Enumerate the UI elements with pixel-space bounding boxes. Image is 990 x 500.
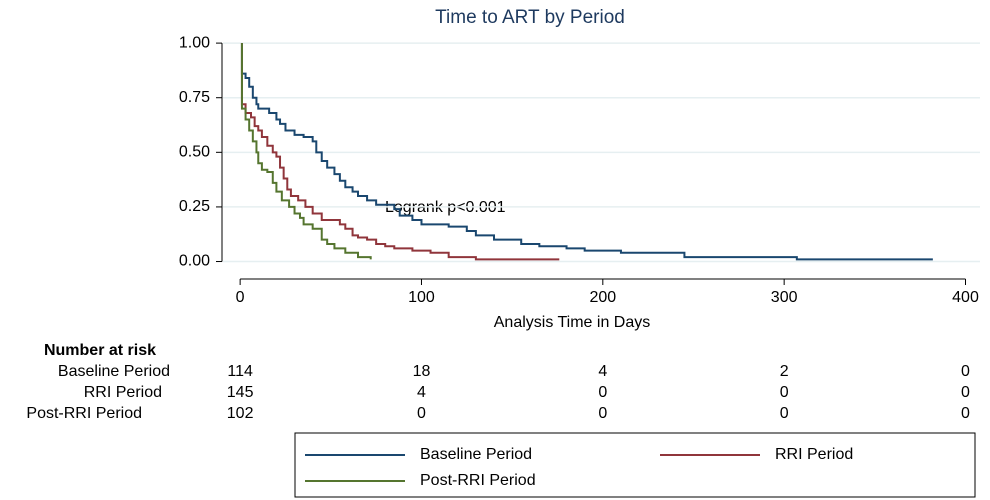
risk-value: 0 (780, 405, 789, 422)
x-tick-label: 100 (408, 289, 435, 306)
risk-value: 0 (780, 384, 789, 401)
survival-curve (240, 43, 933, 261)
risk-value: 102 (227, 405, 254, 422)
y-tick-label: 0.00 (179, 253, 210, 270)
risk-row-label: RRI Period (84, 384, 162, 401)
y-tick-label: 0.25 (179, 198, 210, 215)
x-axis-title: Analysis Time in Days (494, 314, 651, 331)
survival-curve (240, 43, 372, 260)
risk-table-title: Number at risk (44, 342, 156, 359)
risk-value: 145 (227, 384, 254, 401)
risk-value: 2 (780, 363, 789, 380)
risk-row-label: Baseline Period (58, 363, 170, 380)
x-tick-label: 400 (952, 289, 979, 306)
y-tick-label: 0.75 (179, 89, 210, 106)
risk-value: 0 (598, 405, 607, 422)
x-tick-label: 200 (589, 289, 616, 306)
legend-label: Post-RRI Period (420, 472, 536, 489)
legend-label: Baseline Period (420, 446, 532, 463)
risk-value: 18 (413, 363, 431, 380)
risk-value: 0 (598, 384, 607, 401)
x-tick-label: 300 (771, 289, 798, 306)
y-tick-label: 1.00 (179, 34, 210, 51)
risk-value: 0 (417, 405, 426, 422)
legend-label: RRI Period (775, 446, 853, 463)
risk-value: 4 (417, 384, 426, 401)
risk-value: 114 (227, 363, 253, 380)
survival-curve (240, 43, 560, 261)
risk-value: 0 (961, 363, 970, 380)
risk-value: 4 (598, 363, 607, 380)
risk-value: 0 (961, 405, 970, 422)
risk-value: 0 (961, 384, 970, 401)
risk-row-label: Post-RRI Period (26, 405, 142, 422)
x-tick-label: 0 (236, 289, 245, 306)
annotation: Logrank p<0.001 (385, 199, 506, 216)
y-tick-label: 0.50 (179, 144, 210, 161)
legend-box (294, 432, 976, 498)
chart-title: Time to ART by Period (435, 7, 625, 28)
